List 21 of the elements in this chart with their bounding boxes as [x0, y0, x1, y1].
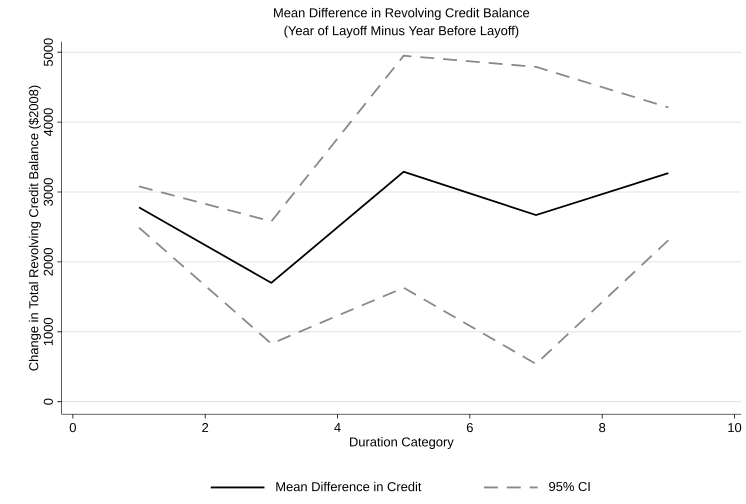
y-tick-label: 5000	[44, 38, 53, 66]
y-tick-label: 0	[44, 398, 53, 405]
x-tick-label: 6	[466, 423, 473, 432]
x-tick-label: 0	[70, 423, 76, 432]
y-tick-label: 4000	[44, 108, 53, 136]
x-tick-label: 10	[728, 423, 742, 432]
chart-title: Mean Difference in Revolving Credit Balance	[274, 8, 530, 20]
x-axis-title: Duration Category	[350, 437, 454, 450]
legend-label: Mean Difference in Credit	[276, 482, 422, 492]
y-tick-label: 3000	[44, 178, 53, 206]
line-series	[138, 170, 670, 284]
y-tick-label: 2000	[44, 248, 53, 276]
y-tick-label: 1000	[44, 318, 53, 346]
x-tick-label: 8	[599, 423, 606, 432]
chart-subtitle: (Year of Layoff Minus Year Before Layoff)	[284, 26, 518, 38]
x-tick-label: 2	[202, 423, 208, 432]
y-axis-title: Change in Total Revolving Credit Balance ($2008)	[28, 86, 41, 371]
x-tick-label: 4	[334, 423, 341, 432]
legend-label: 95% CI	[549, 482, 590, 492]
line-series	[138, 54, 670, 222]
line-series	[138, 226, 670, 365]
